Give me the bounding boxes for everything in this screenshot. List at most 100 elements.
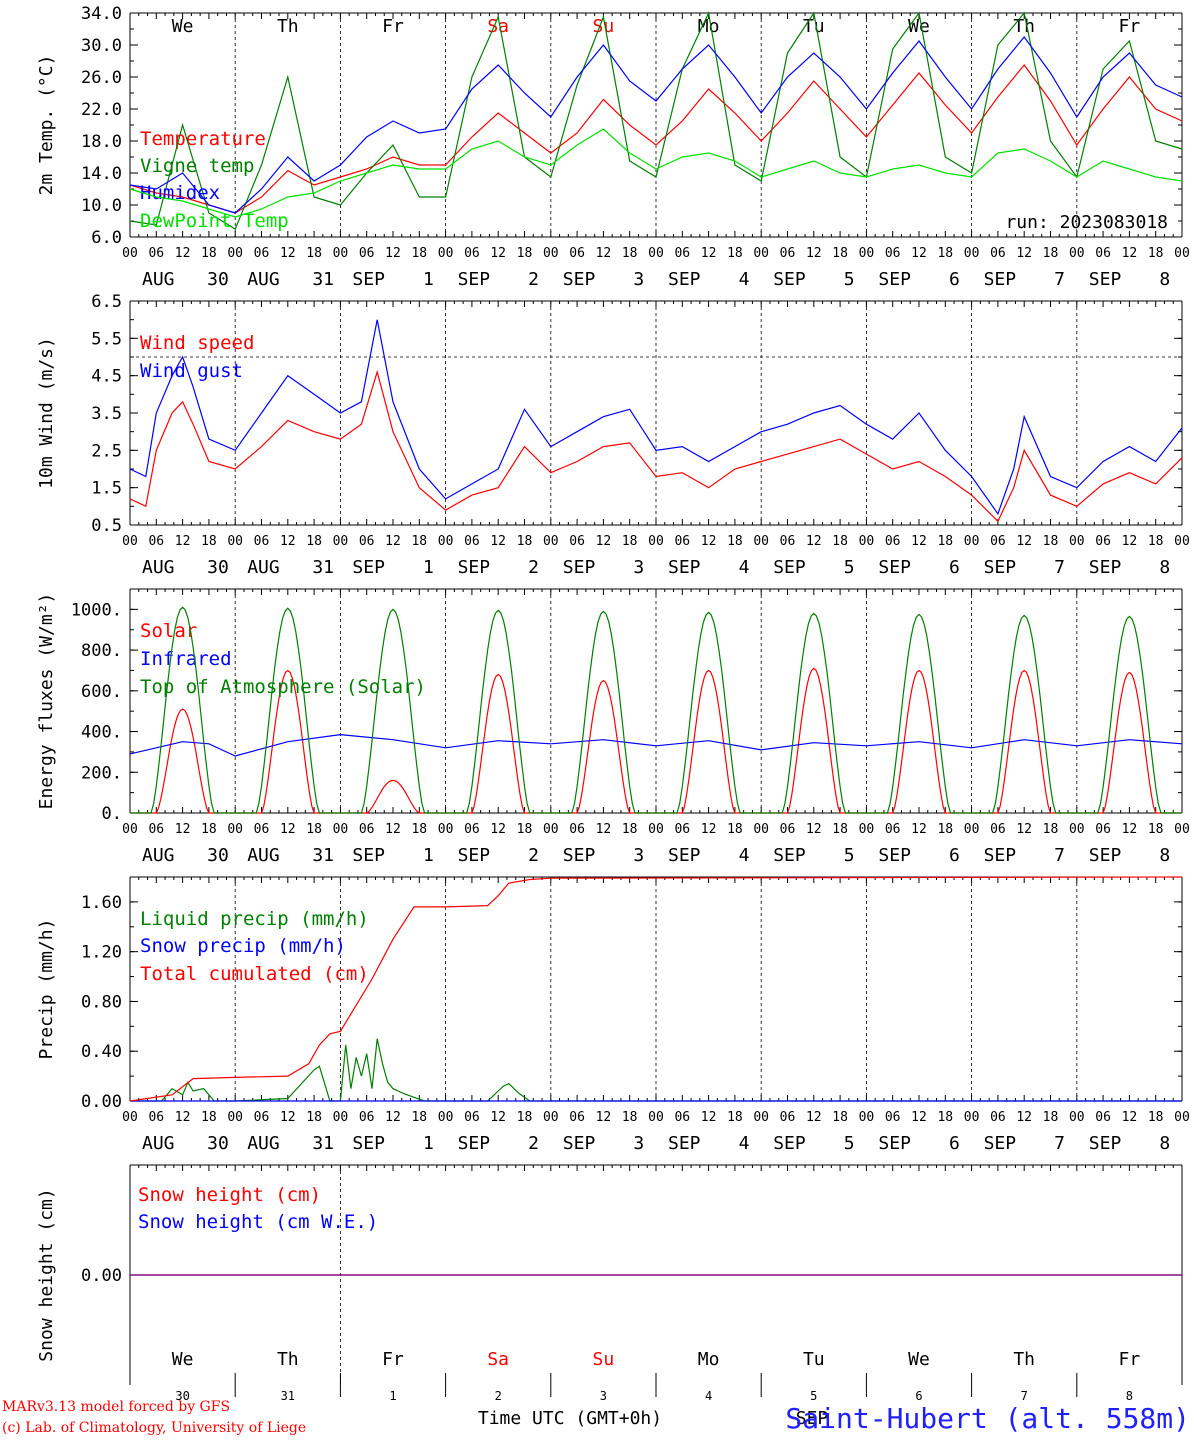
day-label-day: 2	[528, 845, 539, 866]
hour-tick-label: 18	[937, 246, 953, 261]
legend-entry: Top of Atmosphere (Solar)	[140, 676, 426, 698]
legend-entry: Infrared	[140, 648, 232, 670]
hour-tick-label: 18	[411, 1110, 427, 1125]
hour-tick-label: 06	[254, 822, 270, 837]
hour-tick-label: 06	[569, 822, 585, 837]
day-label-day: 6	[949, 269, 960, 290]
weekday-label: Sa	[487, 1349, 509, 1370]
hour-tick-label: 18	[1043, 1110, 1059, 1125]
hour-tick-label: 06	[464, 1110, 480, 1125]
day-label-month: AUG	[247, 1133, 280, 1154]
hour-tick-label: 12	[911, 822, 927, 837]
hour-tick-label: 12	[1016, 822, 1032, 837]
series-line-wind-speed	[129, 369, 1183, 523]
hour-tick-label: 18	[306, 534, 322, 549]
y-tick-label: 30.0	[81, 36, 122, 56]
day-label-month: SEP	[563, 1133, 596, 1154]
bottom-day-number: 2	[495, 1389, 502, 1403]
day-label-day: 31	[312, 845, 334, 866]
hour-tick-label: 00	[333, 822, 349, 837]
day-label-month: SEP	[668, 1133, 701, 1154]
weekday-label: Sa	[487, 16, 509, 37]
hour-tick-label: 00	[753, 822, 769, 837]
hour-tick-label: 00	[543, 534, 559, 549]
y-tick-label: 0.00	[81, 1092, 122, 1112]
y-tick-label: 1.60	[81, 893, 122, 913]
hour-tick-label: 06	[885, 534, 901, 549]
hour-tick-label: 00	[122, 534, 138, 549]
hour-tick-label: 06	[1095, 1110, 1111, 1125]
day-label-day: 2	[528, 269, 539, 290]
y-tick-label: 1.20	[81, 943, 122, 963]
y-tick-label: 0.00	[81, 1266, 122, 1286]
legend-entry: Total cumulated (cm)	[140, 963, 369, 985]
weekday-label: Tu	[803, 16, 825, 37]
hour-tick-label: 06	[674, 1110, 690, 1125]
hour-tick-label: 00	[753, 534, 769, 549]
hour-tick-label: 12	[385, 1110, 401, 1125]
day-label-day: 30	[207, 845, 229, 866]
hour-tick-label: 12	[280, 822, 296, 837]
y-tick-label: 34.0	[81, 4, 122, 24]
day-label-day: 6	[949, 845, 960, 866]
hour-tick-label: 12	[280, 246, 296, 261]
panel-1: 6.0 10.0 14.0 18.0 22.0 26.0 30.0 34.0 2m Temp. …	[36, 4, 1190, 290]
weekday-label: We	[908, 1349, 930, 1370]
hour-tick-label: 18	[832, 534, 848, 549]
bottom-day-number: 7	[1021, 1389, 1028, 1403]
day-label-month: SEP	[1089, 845, 1122, 866]
y-tick-label: 1000.	[71, 600, 122, 620]
run-annotation: run: 2023083018	[1005, 212, 1168, 233]
weekday-label: Th	[277, 16, 299, 37]
hour-tick-label: 18	[411, 822, 427, 837]
hour-tick-label: 12	[1122, 1110, 1138, 1125]
hour-tick-label: 06	[359, 822, 375, 837]
hour-tick-label: 12	[385, 534, 401, 549]
hour-tick-label: 18	[201, 246, 217, 261]
day-label-day: 2	[528, 1133, 539, 1154]
day-label-day: 31	[312, 557, 334, 578]
day-label-month: AUG	[142, 557, 175, 578]
footer-model-text: MARv3.13 model forced by GFS	[2, 1399, 230, 1415]
y-tick-label: 0.5	[91, 516, 122, 536]
y-tick-label: 0.80	[81, 992, 122, 1012]
day-label-month: SEP	[773, 1133, 806, 1154]
legend-entry: Humidex	[140, 182, 220, 204]
hour-tick-label: 06	[1095, 246, 1111, 261]
y-tick-label: 800.	[81, 641, 122, 661]
hour-tick-label: 00	[227, 822, 243, 837]
hour-tick-label-end: 00	[1174, 1110, 1190, 1125]
hour-tick-label: 12	[280, 534, 296, 549]
day-label-month: SEP	[984, 1133, 1017, 1154]
legend-entry: Snow height (cm)	[138, 1184, 321, 1206]
hour-tick-label: 18	[517, 246, 533, 261]
day-label-month: SEP	[878, 845, 911, 866]
hour-tick-label: 12	[1016, 246, 1032, 261]
day-label-day: 30	[207, 1133, 229, 1154]
y-tick-label: 4.5	[91, 367, 122, 387]
y-tick-label: 6.5	[91, 292, 122, 312]
y-tick-label: 400.	[81, 723, 122, 743]
series-line-temperature	[129, 64, 1183, 214]
day-label-day: 8	[1159, 845, 1170, 866]
hour-tick-label: 12	[596, 534, 612, 549]
hour-tick-label: 12	[175, 1110, 191, 1125]
hour-tick-label: 12	[490, 822, 506, 837]
weekday-label: Th	[1013, 1349, 1035, 1370]
legend-entry: Snow precip (mm/h)	[140, 935, 346, 957]
hour-tick-label-end: 00	[1174, 534, 1190, 549]
hour-tick-label: 18	[306, 822, 322, 837]
hour-tick-label: 18	[1043, 246, 1059, 261]
hour-tick-label: 06	[569, 246, 585, 261]
hour-tick-label: 06	[148, 534, 164, 549]
hour-tick-label: 00	[964, 534, 980, 549]
hour-tick-label: 06	[990, 534, 1006, 549]
series-line-infrared	[129, 733, 1183, 757]
hour-tick-label: 06	[148, 822, 164, 837]
weekday-label: Fr	[1119, 1349, 1141, 1370]
hour-tick-label: 00	[859, 246, 875, 261]
day-label-day: 7	[1054, 557, 1065, 578]
day-label-day: 30	[207, 557, 229, 578]
hour-tick-label: 18	[832, 1110, 848, 1125]
hour-tick-label: 00	[543, 1110, 559, 1125]
